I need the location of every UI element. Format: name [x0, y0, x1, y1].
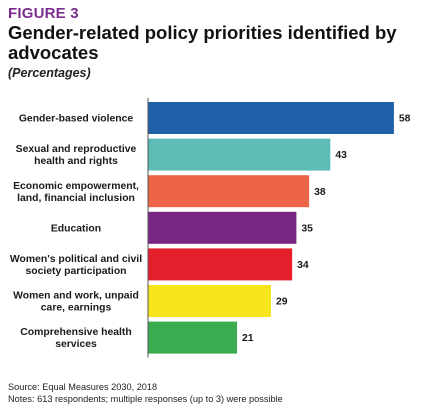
bar-6 — [148, 321, 238, 354]
category-label-0-0: Gender-based violence — [19, 114, 134, 125]
source-line: Source: Equal Measures 2030, 2018 — [8, 382, 158, 392]
category-label-5-0: Women and work, unpaid — [13, 291, 139, 302]
bar-2 — [148, 175, 310, 208]
bar-5 — [148, 285, 271, 317]
category-label-6-1: services — [55, 339, 97, 350]
category-label-1-1: health and rights — [34, 156, 118, 167]
category-label-1-0: Sexual and reproductive — [16, 144, 137, 155]
value-label-3: 35 — [301, 223, 313, 234]
category-label-2-1: land, financial inclusion — [17, 193, 135, 204]
value-label-0: 58 — [399, 114, 411, 125]
category-label-4-0: Women's political and civil — [10, 254, 142, 265]
value-label-6: 21 — [242, 333, 254, 344]
bar-3 — [148, 211, 297, 244]
figure-label: FIGURE 3 — [8, 5, 79, 22]
category-label-5-1: care, earnings — [41, 303, 112, 314]
value-label-4: 34 — [297, 260, 309, 271]
bar-chart: Gender-based violence 58 Sexual and reprod… — [10, 98, 411, 358]
category-label-6-0: Comprehensive health — [20, 327, 131, 338]
bars-group: Gender-based violence 58 Sexual and reprod… — [10, 102, 411, 354]
bar-4 — [148, 248, 293, 281]
value-label-5: 29 — [276, 297, 288, 308]
chart-subtitle: (Percentages) — [8, 66, 91, 80]
bar-0 — [148, 102, 394, 134]
chart-source: Source: Equal Measures 2030, 2018 Notes:… — [8, 381, 423, 405]
value-label-2: 38 — [314, 187, 326, 198]
chart-title: Gender-related policy priorities identif… — [8, 22, 397, 63]
bar-1 — [148, 138, 331, 171]
category-label-2-0: Economic empowerment, — [13, 181, 139, 192]
category-label-4-1: society participation — [25, 266, 126, 277]
value-label-1: 43 — [335, 150, 347, 161]
notes-line: Notes: 613 respondents; multiple respons… — [8, 394, 283, 404]
category-label-3-0: Education — [51, 223, 101, 234]
